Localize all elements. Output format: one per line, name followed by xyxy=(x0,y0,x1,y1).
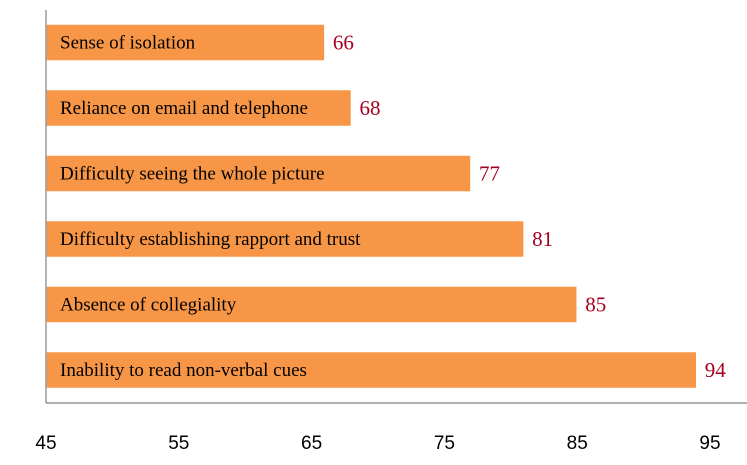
x-tick-label: 75 xyxy=(434,433,455,454)
plot-area: Sense of isolation 66 Reliance on email an… xyxy=(45,23,727,390)
bar-category-label: Reliance on email and telephone xyxy=(60,98,308,119)
bar-category-label: Difficulty establishing rapport and trus… xyxy=(60,229,361,250)
bar-category-label: Difficulty seeing the whole picture xyxy=(60,164,325,185)
bar-value-label: 81 xyxy=(532,227,553,251)
x-tick-label: 85 xyxy=(567,433,588,454)
bar-2 xyxy=(45,88,353,128)
x-tick-label: 95 xyxy=(699,433,720,454)
x-tick-label: 65 xyxy=(301,433,322,454)
x-tick-label: 45 xyxy=(35,433,56,454)
x-tick-label: 55 xyxy=(168,433,189,454)
bar-3 xyxy=(45,154,472,193)
bar-4 xyxy=(45,219,525,259)
bar-value-label: 68 xyxy=(359,96,380,120)
bar-value-label: 77 xyxy=(479,162,500,186)
bar-1 xyxy=(45,23,326,62)
x-tick-labels: 45 55 65 75 85 95 xyxy=(35,433,720,454)
bar-value-label: 85 xyxy=(585,293,606,317)
bar-category-label: Inability to read non-verbal cues xyxy=(60,360,307,381)
bar-value-label: 66 xyxy=(333,31,354,55)
bar-value-label: 94 xyxy=(705,358,727,382)
bar-5 xyxy=(45,285,578,324)
bar-category-label: Sense of isolation xyxy=(60,33,196,54)
bar-category-label: Absence of collegiality xyxy=(60,295,237,316)
